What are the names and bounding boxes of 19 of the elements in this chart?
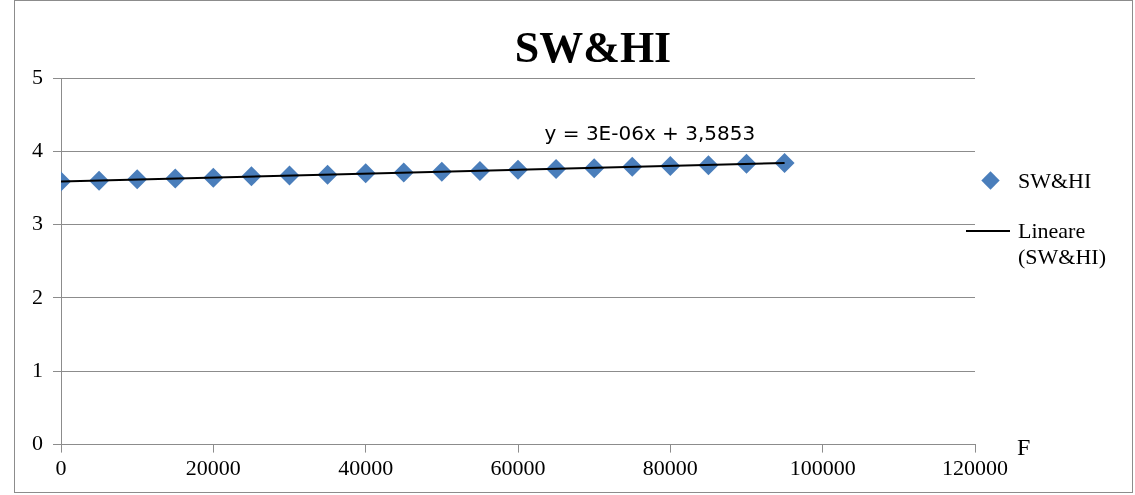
y-tick-label: 5 [32, 63, 43, 89]
x-tick-label: 40000 [338, 454, 394, 480]
y-tick-label: 3 [32, 210, 43, 236]
x-tick-label: 60000 [490, 454, 546, 480]
y-tick-label: 0 [32, 430, 43, 456]
x-tick-label: 80000 [642, 454, 698, 480]
y-tick-label: 4 [32, 137, 43, 163]
y-tick-label: 1 [32, 357, 43, 383]
legend-label: SW&HI [1018, 168, 1092, 194]
chart-title: SW&HI [514, 23, 672, 72]
annotation: y = 3E-06x + 3,5853 [544, 121, 756, 146]
x-tick-label: 100000 [789, 454, 856, 480]
point [774, 153, 795, 174]
x-tick-label: 120000 [942, 454, 1008, 480]
x-tick-label: 0 [55, 454, 67, 480]
x-axis-title: F [1017, 433, 1031, 460]
legend-label: Lineare (SW&HI) [1018, 218, 1107, 270]
x-tick-label: 20000 [185, 454, 241, 480]
y-tick-label: 2 [32, 283, 43, 309]
